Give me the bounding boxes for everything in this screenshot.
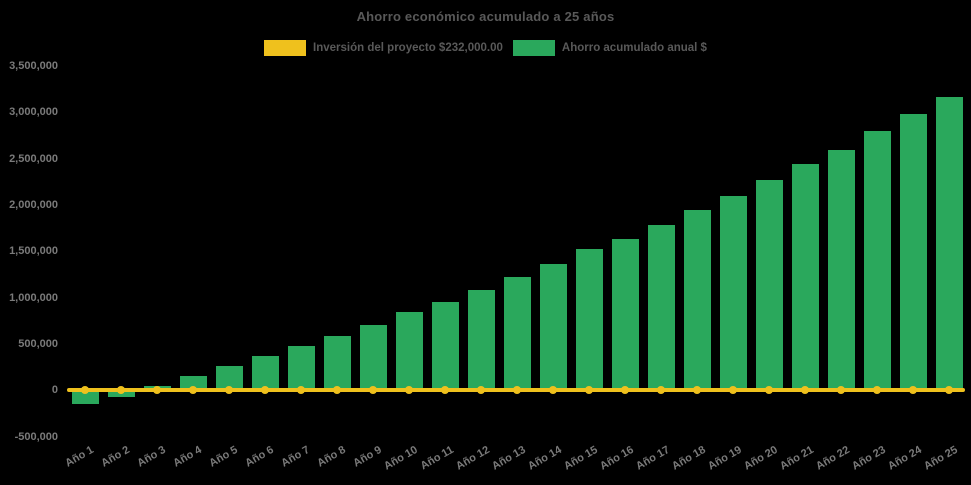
investment-line-marker (441, 386, 449, 395)
y-axis-label: 500,000 (18, 337, 58, 350)
y-axis-label: 0 (51, 384, 58, 397)
investment-line-marker (765, 386, 773, 395)
investment-line-marker (477, 386, 485, 395)
investment-line-marker (405, 386, 413, 395)
savings-bar (935, 96, 963, 391)
savings-legend-label: Ahorro acumulado anual $ (561, 42, 707, 54)
legend-item-investment: Inversión del proyecto $232,000.00 (264, 40, 503, 56)
investment-line-marker (585, 386, 593, 395)
investment-line-marker (909, 386, 917, 395)
y-axis-label: -500,000 (14, 430, 58, 443)
savings-bar (539, 264, 567, 391)
investment-line-marker (189, 386, 197, 395)
investment-line-marker (81, 386, 89, 395)
savings-legend-swatch (512, 40, 555, 56)
y-axis-label: 2,500,000 (9, 152, 58, 165)
savings-bar (647, 225, 675, 391)
legend-item-savings: Ahorro acumulado anual $ (512, 40, 707, 56)
savings-bar (719, 195, 747, 391)
savings-bar (431, 301, 459, 391)
investment-line-marker (729, 386, 737, 395)
y-axis-label: 2,000,000 (9, 199, 58, 211)
y-axis-label: 1,000,000 (9, 291, 58, 304)
y-axis-label: 1,500,000 (9, 245, 58, 258)
investment-line-marker (117, 386, 125, 395)
investment-line-marker (657, 386, 665, 395)
savings-bar (791, 164, 819, 391)
savings-bar (467, 290, 495, 391)
investment-line-marker (513, 386, 521, 395)
savings-bar (251, 355, 279, 391)
investment-line-marker (297, 386, 305, 395)
investment-legend-swatch (264, 40, 307, 56)
chart-title: Ahorro económico acumulado a 25 años (356, 9, 615, 24)
investment-line-marker (693, 386, 701, 395)
investment-line-marker (261, 386, 269, 395)
investment-line-marker (945, 386, 953, 395)
investment-legend-label: Inversión del proyecto $232,000.00 (313, 42, 503, 54)
investment-line-marker (549, 386, 557, 395)
investment-line-marker (369, 386, 377, 395)
savings-bar (683, 209, 711, 391)
savings-bar (359, 325, 387, 391)
investment-line-marker (621, 386, 629, 395)
savings-bar (899, 113, 927, 391)
savings-bar (611, 238, 639, 391)
savings-bar (287, 346, 315, 391)
savings-bar (755, 179, 783, 391)
investment-line-marker (333, 386, 341, 395)
y-axis-label: 3,000,000 (9, 106, 58, 119)
legend: Inversión del proyecto $232,000.00 Ahorr… (0, 40, 971, 56)
savings-bar (323, 336, 351, 391)
savings-bar (215, 366, 243, 391)
investment-line-marker (801, 386, 809, 395)
investment-line-marker (837, 386, 845, 395)
y-axis-label: 3,500,000 (9, 60, 58, 73)
savings-bar (863, 131, 891, 391)
savings-bar (575, 249, 603, 391)
savings-bar (71, 390, 99, 405)
savings-bar (827, 149, 855, 391)
savings-bar (179, 376, 207, 391)
investment-line-marker (153, 386, 161, 395)
investment-line-marker (873, 386, 881, 395)
investment-line-marker (225, 386, 233, 395)
savings-bar (503, 277, 531, 391)
savings-bar (395, 312, 423, 391)
